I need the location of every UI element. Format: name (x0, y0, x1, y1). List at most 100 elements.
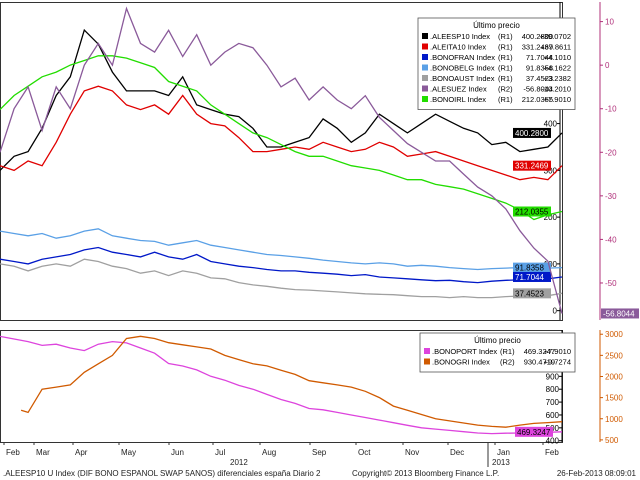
x-tick-label: Feb (545, 448, 559, 457)
series-line-sue (0, 6, 563, 314)
legend-axis: (R1) (498, 74, 513, 83)
x-tick-label: May (121, 448, 136, 457)
footer-description: .ALEESP10 U Index (DIF BONO ESPANOL SWAP… (3, 469, 321, 478)
legend-change: +39.0702 (540, 32, 572, 41)
legend-name: .BONOAUST Index (430, 74, 495, 83)
r2-tick-label: -20 (605, 148, 617, 157)
last-price-label-esp: 400.2800 (515, 129, 549, 138)
last-price-box-bel (513, 262, 551, 273)
last-price-box-port (515, 426, 553, 437)
footer-timestamp: 26-Feb-2013 08:09:01 (556, 469, 636, 478)
series-line-esp (0, 28, 563, 171)
last-price-box-sue (601, 308, 639, 319)
r1-tick-label: 0 (553, 307, 558, 316)
r1-tick-label: 400 (544, 120, 558, 129)
x-axis: Feb Mar Apr May Jun Jul Aug Sep Oct Nov Dec Jan Feb 2… (3, 442, 559, 467)
x-tick-label: Jan (497, 448, 510, 457)
legend-swatch (422, 64, 428, 71)
series-line-fra (0, 246, 563, 284)
legend-last: 469.3247 (524, 347, 555, 356)
legend-axis: (R1) (498, 43, 513, 52)
x-tick-label: Jul (215, 448, 225, 457)
legend-last: 212.0355 (522, 95, 553, 104)
r2-tick-label: -50 (605, 279, 617, 288)
last-price-box-ita (513, 160, 551, 171)
legend-name: .BONOIRL Index (430, 95, 486, 104)
legend-name: .ALESUEZ Index (430, 85, 487, 94)
last-price-box-irl (513, 206, 551, 217)
last-price-label-irl: 212.0355 (515, 208, 549, 217)
x-tick-label: Jun (171, 448, 184, 457)
legend-axis: (R1) (498, 95, 513, 104)
legend-box (419, 332, 576, 373)
x-tick-label: Oct (358, 448, 371, 457)
upper-panel: 0100200300400500600-50-40-30-20-10010400… (0, 2, 639, 321)
legend-swatch (422, 85, 428, 92)
r1-tick-label: 200 (544, 213, 558, 222)
last-price-box-esp (513, 127, 551, 138)
x-tick-label: Dec (450, 448, 464, 457)
legend-axis: (R1) (500, 347, 515, 356)
r2-tick-label: 2500 (605, 351, 623, 360)
year-label: 2013 (492, 458, 510, 467)
series-line-ita (0, 85, 563, 181)
legend-name: .BONOPORT Index (432, 347, 497, 356)
x-tick-label: Aug (262, 448, 276, 457)
r2-tick-label: 2000 (605, 372, 623, 381)
legend-last: 71.7044 (526, 53, 553, 62)
legend-change: +4.1622 (544, 64, 571, 73)
series-line-aut (0, 258, 563, 299)
x-tick-label: Sep (312, 448, 327, 457)
r1-tick-label: 800 (546, 385, 560, 394)
last-price-label-sue: -56.8044 (603, 309, 635, 318)
r1-tick-label: 300 (544, 166, 558, 175)
series-line-gri (20, 335, 563, 428)
legend-swatch (422, 54, 428, 60)
lower-panel: 4005006007008009001000110012005001000150… (0, 330, 623, 446)
legend-axis: (R1) (498, 32, 513, 41)
legend-change: -10.2010 (541, 85, 571, 94)
legend-axis: (R1) (498, 53, 513, 62)
r2-tick-label: 1500 (605, 394, 623, 403)
last-price-label-fra: 71.7044 (515, 273, 544, 282)
legend-axis: (R2) (498, 85, 513, 94)
legend-swatch (422, 33, 428, 39)
last-price-box-aut (513, 288, 551, 299)
r2-tick-label: 0 (605, 61, 610, 70)
x-tick-label: Nov (405, 448, 419, 457)
legend-swatch (422, 43, 428, 50)
legend-last: 37.4523 (526, 74, 553, 83)
r2-tick-label: -40 (605, 235, 617, 244)
r1-tick-label: 400 (546, 437, 560, 446)
x-tick-label: Feb (6, 448, 20, 457)
legend-name: .BONOGRI Index (432, 358, 490, 367)
legend-last: 91.8358 (526, 64, 553, 73)
legend-last: 331.2469 (522, 43, 553, 52)
legend-box (417, 17, 576, 110)
legend-change: +7.9010 (544, 95, 571, 104)
legend-last: 400.2800 (522, 32, 553, 41)
legend-last: -56.8044 (523, 85, 553, 94)
legend-name: .ALEITA10 Index (430, 43, 486, 52)
footer-copyright: Copyright© 2013 Bloomberg Finance L.P. (352, 469, 500, 478)
last-price-label-aut: 37.4523 (515, 289, 544, 298)
legend-swatch (422, 75, 428, 81)
legend-change: +3.2382 (544, 74, 571, 83)
last-price-box-fra (513, 271, 551, 282)
legend-name: .BONOBELG Index (430, 64, 495, 73)
legend-title: Último precio (474, 336, 521, 345)
legend-swatch (422, 96, 428, 102)
r2-tick-label: -30 (605, 192, 617, 201)
r2-tick-label: 500 (605, 436, 619, 445)
legend-last: 930.4719 (524, 358, 555, 367)
series-line-bel (0, 228, 563, 271)
legend-change: +37.8611 (540, 43, 571, 52)
series-line-irl (0, 55, 563, 221)
r2-tick-label: 3000 (605, 330, 623, 339)
legend-name: .ALEESP10 Index (430, 32, 490, 41)
legend-change: +9.7274 (544, 358, 571, 367)
legend-axis: (R2) (500, 358, 515, 367)
r2-tick-label: 10 (605, 18, 614, 27)
r2-tick-label: 1000 (605, 415, 623, 424)
